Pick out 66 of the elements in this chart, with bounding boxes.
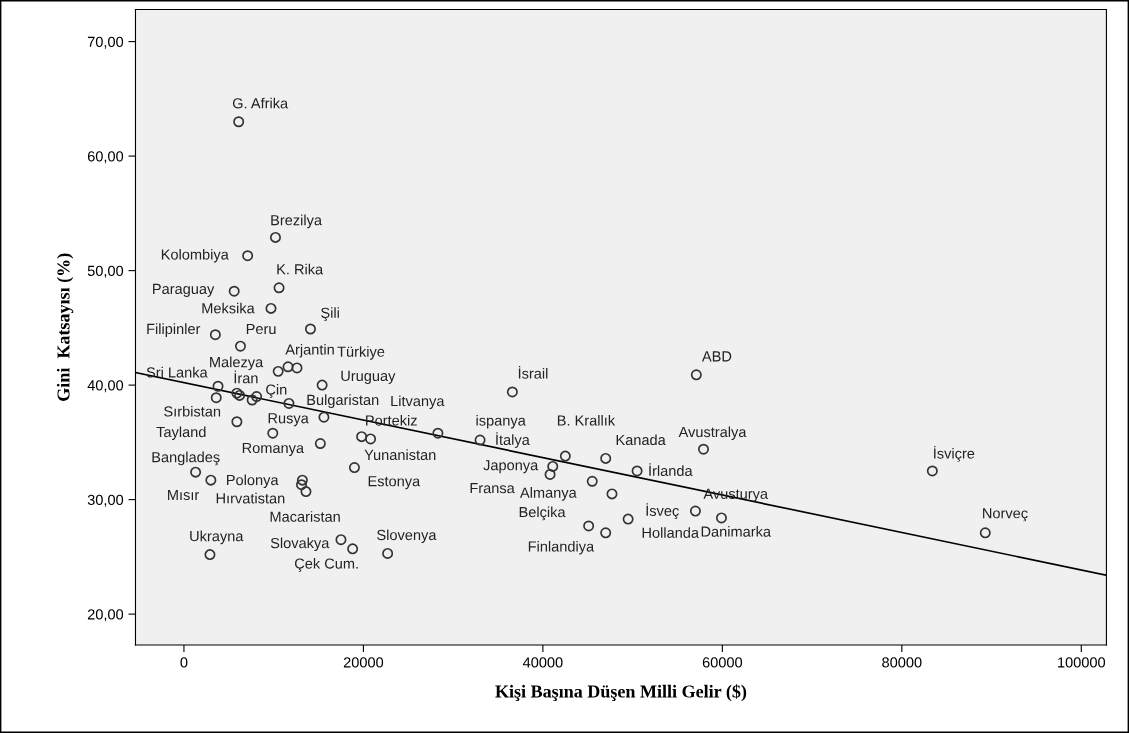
annotation: Peru — [246, 323, 276, 335]
annotation: Mısır — [168, 489, 200, 501]
x-tick-label: 60000 — [702, 657, 743, 668]
annotation: Şili — [321, 307, 339, 321]
annotation: Kolombiya — [161, 248, 229, 263]
annotation: Belçika — [519, 506, 566, 521]
annotation: Yunanistan — [364, 449, 436, 461]
annotation: Avustralya — [678, 426, 747, 441]
annotation: Litvanya — [391, 395, 445, 410]
annotation: Paraguay — [153, 283, 215, 297]
y-axis-title: Gini Katsayısı (%) — [56, 253, 74, 401]
annotation: B. Krallık — [557, 414, 616, 426]
annotation: Fransa — [470, 483, 515, 494]
x-tick-label: 20000 — [343, 657, 384, 668]
y-tick-label: 40,00 — [87, 380, 124, 393]
annotation: İrlanda — [649, 463, 693, 476]
x-tick-label: 80000 — [882, 657, 922, 668]
annotation: Kanada — [616, 434, 666, 446]
x-tick-label: 0 — [180, 657, 188, 668]
annotation: Arjantin — [285, 343, 334, 358]
annotation: Danimarka — [701, 526, 772, 537]
annotation: İsrail — [518, 365, 548, 379]
annotation: Bangladeş — [152, 451, 220, 466]
annotation: Almanya — [520, 487, 577, 501]
annotation: Japonya — [483, 460, 539, 474]
annotation: Çin — [266, 384, 287, 398]
annotation: Çek Cum. — [294, 558, 358, 572]
annotation: ispanya — [476, 414, 526, 429]
annotation: Slovenya — [377, 529, 437, 544]
x-tick-label: 100000 — [1058, 657, 1106, 668]
annotation: Ukrayna — [190, 530, 244, 545]
annotation: G. Afrika — [232, 97, 289, 109]
annotation: Romanya — [242, 442, 305, 457]
annotation: Slovakya — [270, 537, 330, 552]
annotation: Norveç — [983, 508, 1028, 522]
annotation: Polonya — [227, 474, 279, 489]
annotation: Rusya — [268, 413, 309, 427]
y-tick-label: 30,00 — [87, 494, 124, 507]
annotation: Sırbistan — [164, 405, 221, 417]
annotation: Hırvatistan — [216, 492, 285, 504]
x-axis-title: Kişi Başına Düşen Milli Gelir ($) — [495, 684, 747, 702]
annotation: K. Rika — [277, 263, 324, 275]
annotation: Malezya — [210, 356, 264, 371]
annotation: İran — [234, 370, 258, 384]
annotation: ABD — [701, 351, 732, 362]
annotation: İtalya — [496, 432, 530, 448]
annotation: Tayland — [156, 426, 206, 441]
annotation: İsveç — [646, 503, 679, 519]
y-tick-label: 70,00 — [87, 36, 124, 49]
annotation: Macaristan — [270, 511, 340, 522]
annotation: Sri Lanka — [146, 366, 208, 378]
annotation: Uruguay — [341, 370, 396, 384]
y-tick-label: 50,00 — [87, 265, 124, 278]
y-tick-label: 60,00 — [87, 151, 124, 164]
annotation: Türkiye — [337, 346, 385, 360]
annotation: Bulgaristan — [307, 394, 379, 408]
annotation: Finlandiya — [528, 540, 595, 555]
annotation: Hollanda — [642, 527, 700, 538]
annotation: Brezilya — [271, 214, 322, 229]
y-tick-label: 20,00 — [87, 609, 124, 622]
annotation: Portekiz — [366, 414, 417, 426]
annotation: Estonya — [368, 476, 421, 490]
annotation: Meksika — [202, 302, 255, 314]
x-tick-label: 40000 — [522, 657, 563, 668]
annotation: İsviçre — [934, 445, 975, 462]
annotation: Filipinler — [147, 323, 201, 337]
